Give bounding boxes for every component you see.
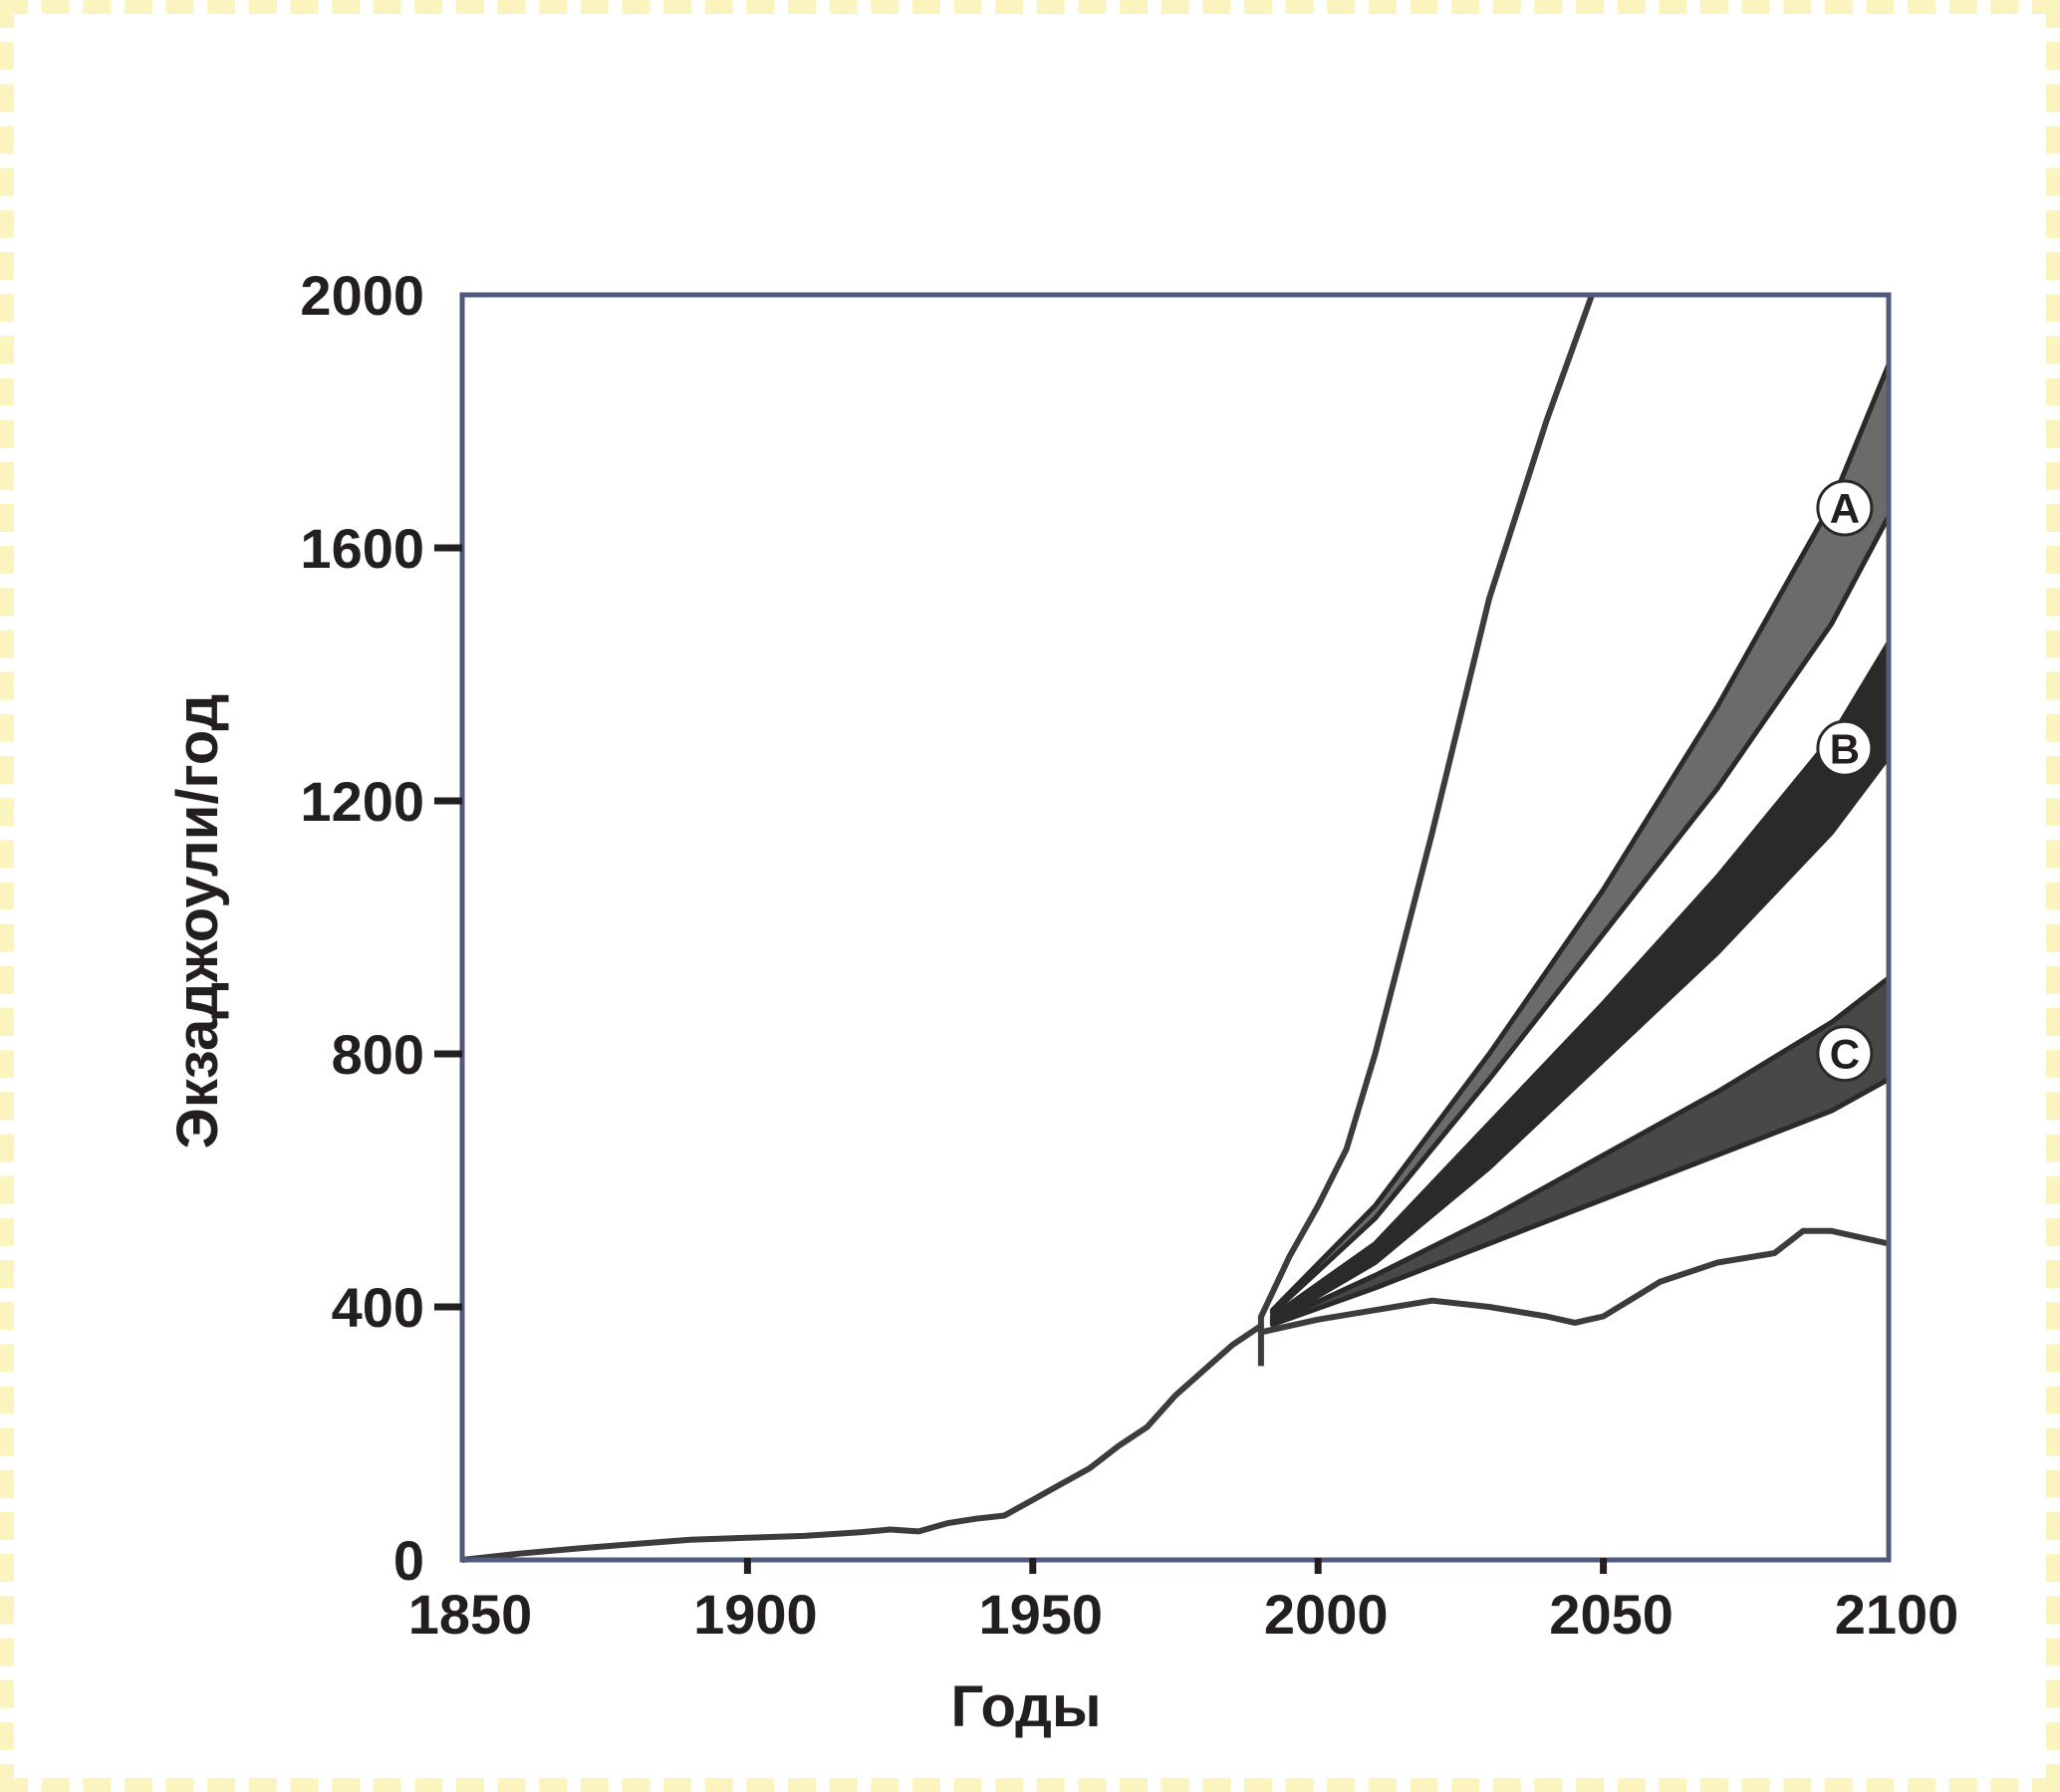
x-tick-label-1900: 1900 xyxy=(693,1583,818,1646)
ticks-layer: 1850 1900 1950 2000 2050 2100 0 400 800 1200 1600 2… xyxy=(300,264,1958,1646)
x-tick-label-2100: 2100 xyxy=(1835,1583,1959,1646)
band-label-b: B xyxy=(1830,725,1860,772)
x-axis-title: Годы xyxy=(950,1674,1101,1739)
band-label-circle-b xyxy=(1816,719,1874,777)
bands-layer xyxy=(1269,362,1892,1328)
labels-layer: A B C xyxy=(1816,479,1874,1083)
lines-layer xyxy=(461,293,1890,1563)
y-tick-label-800: 800 xyxy=(332,1023,424,1086)
y-axis-title: Экзаджоули/год xyxy=(165,694,230,1150)
y-tick-label-1600: 1600 xyxy=(300,517,424,580)
x-tick-label-2050: 2050 xyxy=(1549,1583,1674,1646)
x-tick-label-1950: 1950 xyxy=(979,1583,1104,1646)
plot-frame xyxy=(459,292,1892,1563)
y-tick-label-1200: 1200 xyxy=(300,770,424,833)
band-label-circle-c xyxy=(1816,1025,1874,1083)
y-tick-label-400: 400 xyxy=(332,1276,424,1339)
x-tick-label-2000: 2000 xyxy=(1264,1583,1389,1646)
y-tick-label-0: 0 xyxy=(393,1529,424,1592)
band-label-c: C xyxy=(1830,1031,1860,1078)
x-tick-label-1850: 1850 xyxy=(408,1583,533,1646)
y-tick-label-2000: 2000 xyxy=(300,264,424,327)
band-label-circle-a xyxy=(1816,479,1874,537)
envelope-lower-line xyxy=(1260,1227,1890,1336)
historical-line xyxy=(461,1323,1263,1563)
band-label-a: A xyxy=(1830,485,1860,532)
envelope-upper-line xyxy=(1257,293,1595,1367)
